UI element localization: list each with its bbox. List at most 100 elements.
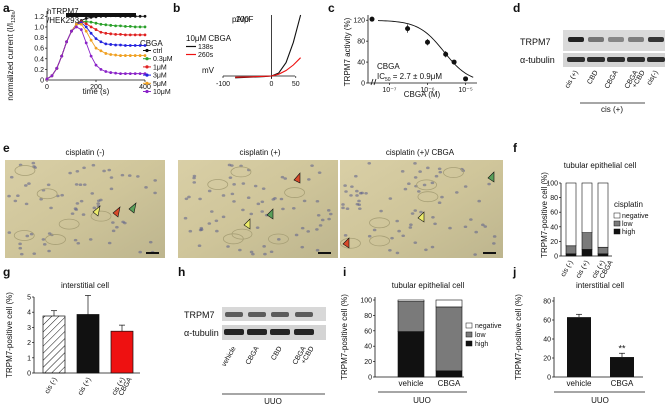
arrowhead-yellow — [417, 211, 425, 223]
a-data-point — [114, 53, 117, 57]
i-legend-label: negative — [475, 323, 502, 330]
a-data-point — [99, 22, 103, 26]
cell-nucleus — [7, 194, 11, 198]
cell-nucleus — [315, 228, 319, 231]
f-legend-swatch — [613, 212, 621, 219]
cell-nucleus — [407, 182, 411, 185]
i-bar-high — [397, 331, 425, 378]
cell-nucleus — [256, 202, 261, 206]
c-ytick-label: 80 — [357, 39, 365, 46]
j-title: interstitial cell — [576, 281, 624, 290]
a-data-point — [99, 40, 103, 44]
panel-f-chart: tubular epithelial cell TRPM7-positive c… — [540, 161, 649, 280]
a-data-point — [128, 33, 132, 37]
h-band-trpm7: TRPM7 — [184, 310, 215, 320]
j-ylabel: TRPM7-positive cell (%) — [514, 294, 523, 380]
cell-nucleus — [226, 245, 230, 248]
h-trpm7-band — [225, 312, 243, 317]
d-trpm7-band — [648, 37, 664, 42]
c-xtick-label: 10⁻⁷ — [382, 87, 396, 94]
cell-label-line1: hTRPM7 — [47, 7, 79, 16]
tubule-outline — [369, 217, 390, 229]
cell-nucleus — [300, 245, 305, 249]
cell-nucleus — [111, 229, 116, 233]
j-bar — [610, 357, 634, 377]
i-bar-negative — [435, 299, 463, 308]
c-xlabel: CBGA (M) — [404, 90, 441, 99]
a-data-point — [143, 14, 147, 18]
a-xtick-label: 400 — [139, 84, 151, 91]
cell-nucleus — [279, 197, 284, 201]
a-data-point — [104, 42, 108, 46]
a-xtick-label: 0 — [45, 84, 49, 91]
scale-bar — [483, 252, 496, 254]
a-data-point — [143, 44, 147, 47]
a-data-point — [94, 46, 98, 50]
a-data-point — [94, 28, 98, 31]
j-ytick-label: 80 — [543, 299, 551, 306]
a-data-point — [99, 49, 103, 53]
a-data-point — [133, 14, 137, 18]
cell-nucleus — [329, 212, 333, 216]
d-band-trpm7: TRPM7 — [520, 37, 551, 47]
g-bar — [110, 330, 134, 374]
tubule-outline — [284, 187, 305, 198]
c-xtick-label: 10⁻⁵ — [458, 87, 472, 94]
a-legend-label: 0.3μM — [153, 56, 173, 63]
cell-nucleus — [413, 176, 418, 179]
cell-nucleus — [249, 250, 254, 254]
a-data-point — [128, 54, 132, 57]
f-legend-title: cisplatin — [614, 200, 643, 209]
i-legend-label: high — [475, 341, 488, 348]
i-group-label: UUO — [413, 396, 431, 405]
f-ytick-label: 60 — [550, 210, 558, 217]
d-lane-label: CBGA — [604, 69, 620, 90]
cell-nucleus — [92, 206, 97, 210]
cell-nucleus — [109, 176, 114, 179]
cell-nucleus — [440, 195, 444, 199]
panel-a-chart: hTRPM7 /HEK293 time (s) normalized curre… — [6, 7, 173, 101]
h-trpm7-band — [271, 312, 289, 317]
cell-nucleus — [199, 226, 204, 230]
cell-nucleus — [60, 193, 64, 197]
h-tubulin-band — [224, 329, 244, 335]
a-data-point — [114, 32, 117, 36]
b-xtick-label: 50 — [292, 81, 300, 88]
i-legend-swatch — [465, 340, 473, 347]
a-data-point — [138, 54, 142, 57]
cell-nucleus — [341, 203, 345, 206]
cell-nucleus — [13, 199, 18, 203]
cell-nucleus — [148, 240, 153, 244]
f-xtick-label: cis (-) — [560, 260, 575, 279]
tubule-outline — [340, 237, 361, 249]
a-data-point — [89, 38, 93, 42]
cell-nucleus — [367, 161, 372, 165]
a-data-point — [119, 43, 122, 47]
cell-nucleus — [136, 175, 140, 178]
f-bar-negative — [597, 182, 609, 248]
g-title: interstitial cell — [61, 281, 109, 290]
a-data-point — [138, 72, 142, 76]
tubule-outline — [416, 179, 437, 191]
a-data-point — [89, 31, 93, 35]
arrowhead-red — [112, 206, 121, 218]
g-bar — [42, 315, 66, 374]
cell-nucleus — [241, 208, 245, 212]
cell-nucleus — [188, 229, 193, 233]
f-ytick-label: 20 — [550, 239, 558, 246]
a-data-point — [119, 54, 122, 57]
a-series-line — [46, 22, 145, 80]
cell-nucleus — [232, 183, 236, 186]
cell-nucleus — [455, 191, 459, 194]
cell-nucleus — [326, 209, 331, 212]
cell-nucleus — [397, 229, 401, 233]
panel-label-a: a — [3, 1, 10, 15]
a-ytick-label: 0.6 — [34, 46, 44, 53]
cell-nucleus — [9, 175, 14, 179]
a-data-point — [138, 33, 142, 37]
f-bar-high — [581, 249, 593, 257]
a-data-point — [133, 33, 137, 37]
cell-nucleus — [345, 207, 350, 211]
